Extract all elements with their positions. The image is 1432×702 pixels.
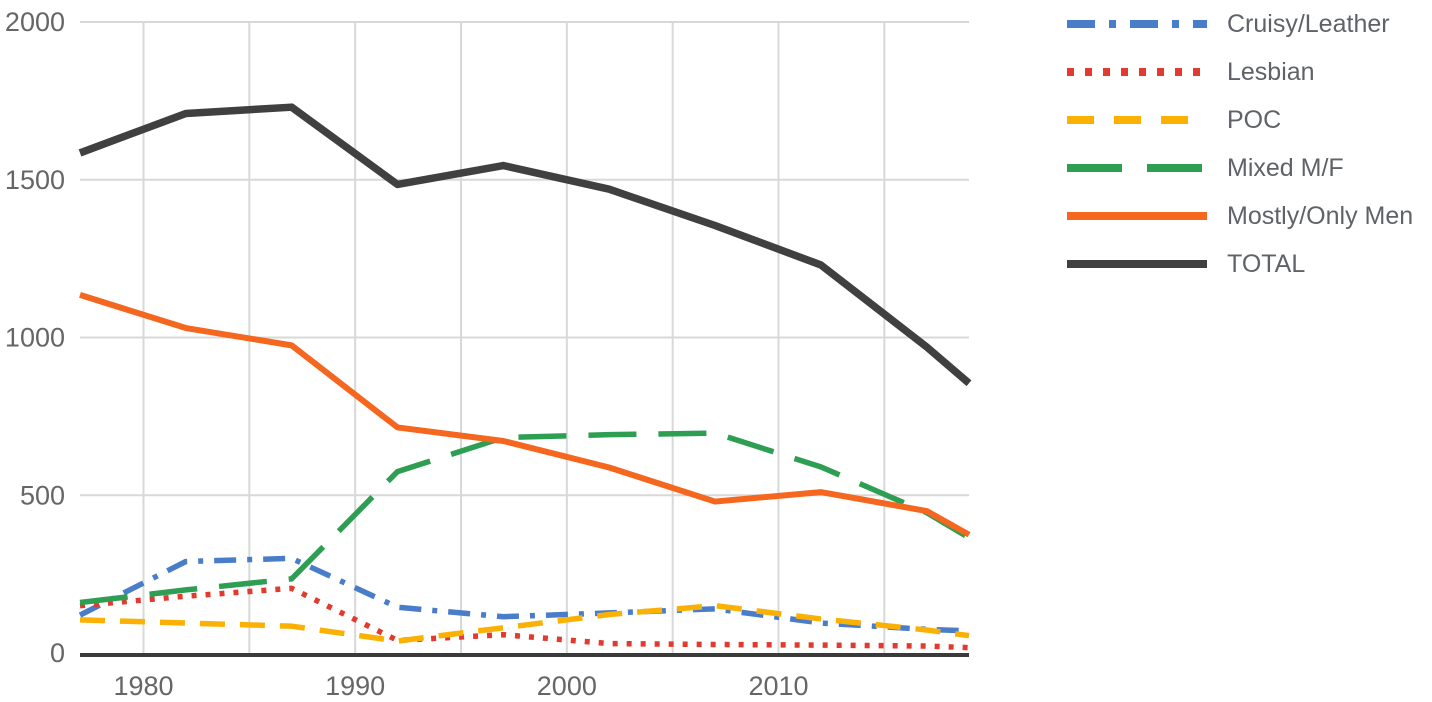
legend-item-mixed-mf: Mixed M/F — [1067, 144, 1413, 192]
y-tick-label-1000: 1000 — [5, 323, 65, 353]
legend-label-total: TOTAL — [1227, 249, 1306, 278]
legend-label-cruisy-leather: Cruisy/Leather — [1227, 9, 1390, 38]
series-line-total — [78, 103, 972, 387]
x-tick-label-1980: 1980 — [113, 671, 173, 701]
x-tick-label-2000: 2000 — [537, 671, 597, 701]
legend-swatch-total — [1067, 260, 1207, 268]
legend-swatch-poc — [1067, 116, 1207, 124]
legend-label-mostly-only-men: Mostly/Only Men — [1227, 201, 1414, 230]
legend-label-poc: POC — [1227, 105, 1282, 134]
legend-item-mostly-only-men: Mostly/Only Men — [1067, 192, 1413, 240]
legend-swatch-mixed-mf — [1067, 164, 1207, 172]
y-tick-label-0: 0 — [50, 638, 65, 668]
legend-label-mixed-mf: Mixed M/F — [1227, 153, 1344, 182]
y-tick-label-1500: 1500 — [5, 165, 65, 195]
legend-swatch-cruisy-leather — [1067, 20, 1207, 28]
x-tick-label-2010: 2010 — [748, 671, 808, 701]
legend-item-total: TOTAL — [1067, 240, 1413, 288]
legend-item-cruisy-leather: Cruisy/Leather — [1067, 0, 1413, 48]
y-tick-label-2000: 2000 — [5, 7, 65, 37]
series-line-mostly-only-men — [79, 292, 971, 538]
legend-swatch-mostly-only-men — [1067, 212, 1207, 220]
y-tick-label-500: 500 — [20, 480, 65, 510]
legend-swatch-lesbian — [1067, 68, 1207, 76]
legend-item-poc: POC — [1067, 96, 1413, 144]
x-tick-label-1990: 1990 — [325, 671, 385, 701]
legend-label-lesbian: Lesbian — [1227, 57, 1315, 86]
series-line-lesbian — [79, 585, 970, 651]
legend: Cruisy/Leather Lesbian POC Mixed M/F Mos… — [1067, 0, 1413, 288]
series-line-poc — [79, 602, 970, 644]
legend-item-lesbian: Lesbian — [1067, 48, 1413, 96]
series-line-mixed-m-f — [79, 430, 971, 606]
series-line-cruisy-leather — [78, 555, 970, 634]
